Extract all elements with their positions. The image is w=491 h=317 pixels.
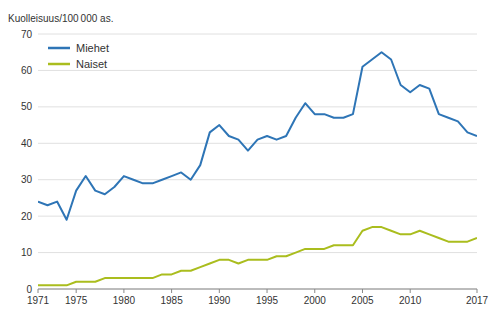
page: {"chart_data": { "type": "line", "ylabel… [0,0,491,317]
x-tick-label: 2005 [351,295,374,306]
y-tick-label: 70 [21,29,33,40]
grid-line [38,70,477,71]
x-axis: 1971 1975 1980 1985 1990 1995 2000 2005 2010 2017 [27,289,489,306]
x-tick-label: 2017 [466,295,489,306]
x-tick-label: 1980 [113,295,136,306]
series-line [38,227,477,285]
x-tick [410,289,411,293]
grid-line [38,34,477,35]
x-tick [362,289,363,293]
x-tick [171,289,172,293]
x-tick [38,289,39,293]
series-line [38,52,477,220]
grid-line [38,289,477,290]
y-tick-label: 50 [21,101,33,112]
x-tick [219,289,220,293]
x-tick-label: 2000 [304,295,327,306]
x-tick-label: 1995 [256,295,279,306]
y-tick-label: 20 [21,211,33,222]
legend-swatch [48,47,70,50]
x-axis-line [38,289,477,290]
grid-line [38,179,477,180]
x-tick [477,289,478,293]
x-tick-label: 1990 [208,295,231,306]
y-tick-label: 0 [26,284,32,295]
legend-swatch [48,63,70,66]
legend: Miehet Naiset [48,42,109,70]
y-grid: 0 10 20 30 40 50 60 70 [21,29,477,295]
grid-line [38,106,477,107]
grid-line [38,252,477,253]
x-tick [267,289,268,293]
x-tick [123,289,124,293]
y-tick-label: 40 [21,138,33,149]
legend-label: Miehet [76,42,109,54]
legend-label: Naiset [76,58,107,70]
x-tick [314,289,315,293]
grid-line [38,143,477,144]
x-tick-label: 1971 [27,295,50,306]
x-tick-label: 1985 [160,295,183,306]
y-tick-label: 30 [21,174,33,185]
y-axis-label: Kuolleisuus/100 000 as. [8,13,113,24]
grid-line [38,216,477,217]
x-tick-label: 2010 [399,295,422,306]
y-tick-label: 60 [21,65,33,76]
chart: 0 10 20 30 40 50 60 70 1971 1975 1980 1985 1990 1995 2… [0,0,491,317]
y-tick-label: 10 [21,247,33,258]
lines [38,52,477,285]
x-tick [76,289,77,293]
x-tick-label: 1975 [65,295,88,306]
